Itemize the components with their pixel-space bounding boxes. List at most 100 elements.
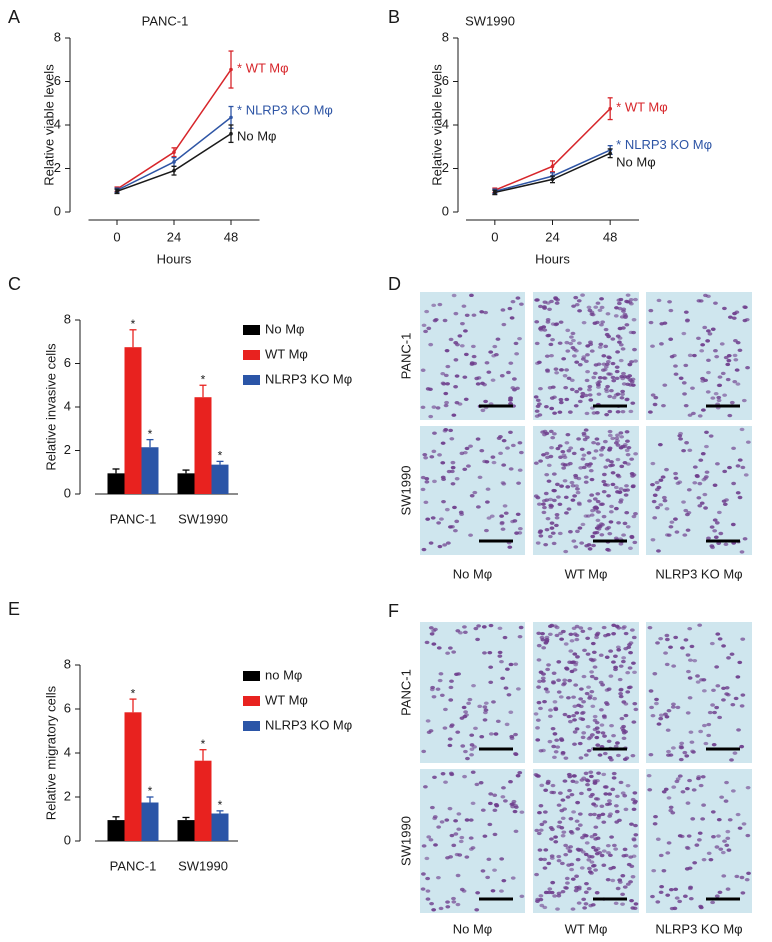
cell — [673, 635, 679, 640]
cell — [561, 357, 567, 361]
cell — [673, 887, 679, 892]
cell — [453, 819, 458, 823]
cell — [548, 429, 554, 434]
cell — [619, 464, 625, 469]
cell — [565, 485, 571, 489]
cell — [517, 635, 523, 639]
cell — [503, 799, 508, 803]
cell — [567, 788, 572, 793]
cell — [470, 801, 476, 806]
cell — [721, 874, 727, 878]
cell — [569, 335, 574, 339]
cell — [463, 710, 468, 714]
cell — [552, 624, 558, 628]
cell — [730, 789, 736, 793]
cell — [620, 791, 626, 795]
cell — [590, 508, 595, 513]
cell — [708, 434, 714, 438]
cell — [604, 802, 610, 807]
cell — [424, 640, 430, 645]
cell — [633, 833, 639, 837]
cell — [698, 458, 704, 462]
cell — [515, 512, 521, 516]
cell — [739, 704, 745, 708]
cell — [499, 659, 504, 664]
cell — [488, 350, 494, 354]
cell — [466, 464, 471, 468]
cell — [449, 833, 455, 838]
cell — [486, 857, 492, 862]
cell — [437, 302, 443, 307]
column-label: NLRP3 KO Mφ — [655, 921, 742, 936]
cell — [691, 788, 697, 792]
cell — [547, 739, 553, 744]
cell — [574, 302, 580, 307]
cell — [429, 805, 435, 810]
cell — [581, 700, 587, 704]
cell — [550, 436, 556, 440]
cell — [703, 506, 708, 510]
cell — [423, 500, 429, 505]
cell — [480, 408, 486, 413]
significance: * — [131, 317, 136, 331]
cell — [652, 516, 658, 520]
cell — [535, 738, 541, 742]
cell — [535, 398, 541, 402]
cell — [600, 731, 606, 735]
cell — [543, 687, 549, 691]
cell — [560, 816, 566, 821]
cell — [745, 365, 750, 370]
cell — [469, 362, 475, 366]
cell — [584, 544, 590, 548]
cell — [596, 362, 602, 366]
cell — [551, 744, 557, 749]
cell — [736, 728, 741, 732]
cell — [574, 637, 580, 642]
cell — [583, 428, 589, 432]
cell — [702, 325, 708, 330]
cell — [713, 392, 719, 396]
cell — [586, 866, 592, 871]
cell — [454, 400, 460, 405]
cell — [714, 705, 720, 710]
cell — [687, 676, 693, 680]
cell — [684, 867, 690, 871]
cell — [534, 828, 540, 833]
cell — [590, 641, 596, 646]
cell — [447, 737, 453, 741]
cell — [424, 856, 430, 861]
cell — [454, 374, 460, 378]
cell — [541, 502, 546, 506]
cell — [579, 394, 585, 399]
cell — [658, 716, 664, 721]
cell — [737, 660, 743, 665]
cell — [692, 481, 698, 485]
cell — [735, 341, 741, 345]
cell — [610, 375, 616, 380]
cell — [605, 312, 611, 316]
cell — [601, 625, 607, 630]
cell — [585, 652, 591, 656]
cell — [514, 352, 520, 356]
cell — [735, 675, 741, 679]
cell — [590, 534, 596, 539]
cell — [690, 817, 696, 821]
cell — [652, 402, 658, 407]
cell — [556, 891, 562, 896]
column-label: WT Mφ — [565, 566, 608, 581]
cell — [592, 531, 598, 535]
cell — [475, 382, 481, 386]
cell — [563, 549, 569, 554]
cell — [610, 878, 616, 883]
cell — [710, 810, 716, 814]
cell — [493, 802, 499, 807]
cell — [620, 892, 626, 897]
panel-letter: A — [8, 7, 20, 27]
cell — [495, 719, 501, 724]
cell — [560, 752, 566, 756]
cell — [579, 541, 585, 545]
bar — [107, 820, 125, 841]
cell — [595, 743, 601, 747]
cell — [585, 344, 591, 348]
